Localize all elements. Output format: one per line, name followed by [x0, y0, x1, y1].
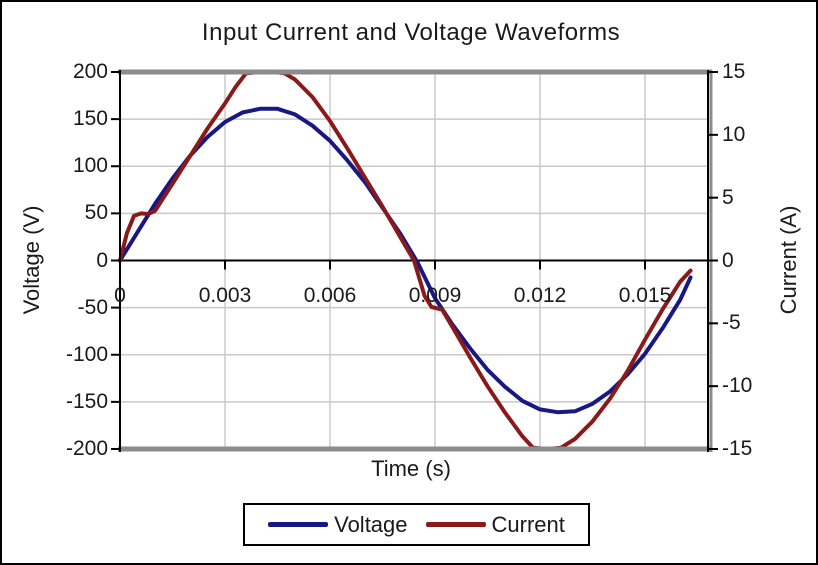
legend-label-current: Current	[491, 511, 565, 537]
y-left-tick-label: 200	[72, 60, 108, 83]
legend-label-voltage: Voltage	[334, 511, 408, 537]
legend-item-voltage: Voltage	[268, 511, 408, 538]
y-right-axis-title: Current (A)	[776, 205, 801, 315]
chart-title: Input Current and Voltage Waveforms	[201, 19, 621, 46]
y-left-tick-label: 150	[72, 107, 108, 131]
y-right-tick-label: -5	[722, 311, 741, 335]
x-tick-label: 0.003	[198, 284, 252, 307]
current-waveform-line	[118, 70, 693, 451]
y-right-tick-label: 0	[722, 248, 734, 272]
voltage-line-swatch-icon	[268, 522, 329, 527]
legend-item-current: Current	[425, 511, 565, 538]
y-left-tick-label: -150	[65, 389, 108, 413]
y-left-axis-title: Voltage (V)	[19, 205, 44, 315]
y-left-tick-label: 100	[72, 154, 108, 178]
x-tick-label: 0	[114, 284, 126, 307]
y-left-tick-label: -50	[77, 295, 108, 319]
y-left-tick-label: -200	[65, 437, 108, 460]
x-axis-title: Time (s)	[371, 456, 451, 481]
current-line-swatch-icon	[425, 522, 486, 527]
y-left-tick-label: -100	[65, 342, 108, 366]
legend: Voltage Current	[243, 503, 590, 546]
y-right-tick-label: -10	[722, 374, 753, 398]
x-tick-label: 0.006	[303, 284, 357, 307]
y-right-tick-label: 5	[722, 185, 734, 209]
y-right-tick-label: 15	[722, 60, 746, 83]
x-tick-label: 0.009	[408, 284, 462, 307]
y-right-tick-label: 10	[722, 122, 746, 146]
y-left-tick-label: 0	[96, 248, 108, 272]
y-right-tick-label: -15	[722, 437, 753, 460]
x-tick-label: 0.015	[618, 284, 672, 307]
y-left-tick-label: 50	[84, 201, 108, 225]
x-tick-label: 0.012	[513, 284, 567, 307]
